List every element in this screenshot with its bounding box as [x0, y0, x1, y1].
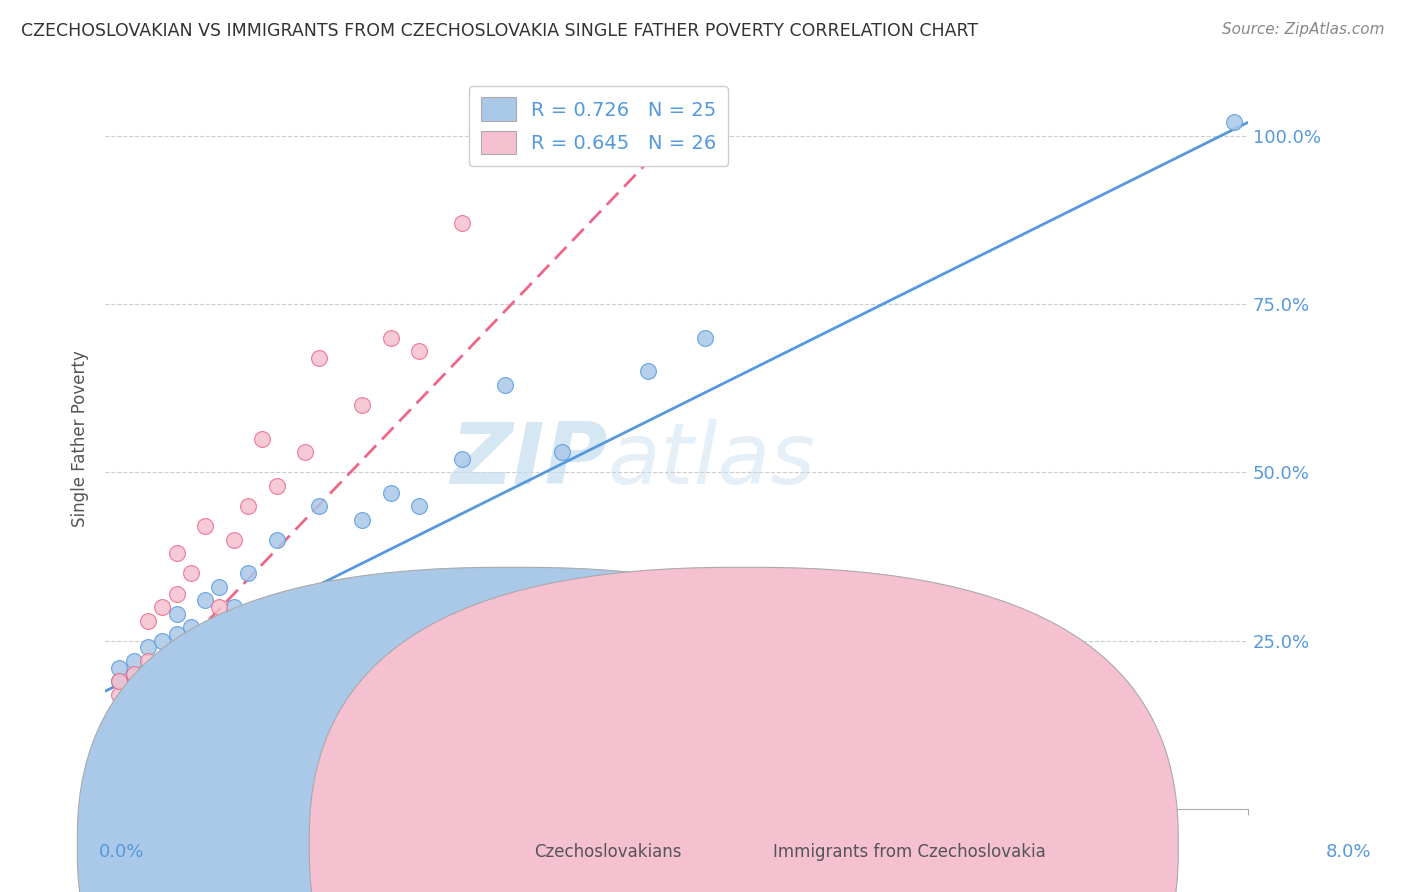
Point: [108, 674, 131, 689]
Text: 0.0%: 0.0%: [98, 843, 143, 861]
Text: Immigrants from Czechoslovakia: Immigrants from Czechoslovakia: [773, 843, 1046, 861]
Point: [222, 600, 245, 615]
Point: [122, 667, 145, 681]
Point: [150, 633, 173, 648]
Point: [108, 660, 131, 674]
Text: atlas: atlas: [607, 419, 815, 502]
Point: [266, 533, 288, 547]
Point: [252, 432, 274, 446]
Point: [108, 674, 131, 689]
Point: [122, 667, 145, 681]
Point: [122, 654, 145, 668]
Point: [136, 640, 159, 655]
Point: [408, 499, 430, 513]
Point: [222, 533, 245, 547]
Point: [637, 364, 659, 378]
Point: [236, 499, 259, 513]
Point: [194, 519, 217, 533]
Point: [108, 688, 131, 702]
Text: CZECHOSLOVAKIAN VS IMMIGRANTS FROM CZECHOSLOVAKIA SINGLE FATHER POVERTY CORRELAT: CZECHOSLOVAKIAN VS IMMIGRANTS FROM CZECH…: [21, 22, 979, 40]
Y-axis label: Single Father Poverty: Single Father Poverty: [72, 351, 89, 527]
Point: [136, 614, 159, 628]
Point: [523, 109, 546, 123]
Point: [308, 499, 330, 513]
Point: [208, 580, 231, 594]
Point: [665, 768, 688, 782]
Text: ZIP: ZIP: [450, 419, 607, 502]
Point: [565, 109, 588, 123]
Point: [236, 566, 259, 581]
Point: [166, 627, 188, 641]
Point: [180, 566, 202, 581]
Point: [308, 351, 330, 365]
Point: [451, 452, 474, 467]
Point: [494, 378, 516, 392]
Text: Czechoslovakians: Czechoslovakians: [534, 843, 682, 861]
Point: [1222, 115, 1244, 129]
Point: [150, 600, 173, 615]
Point: [266, 479, 288, 493]
Point: [180, 620, 202, 634]
Text: 8.0%: 8.0%: [1326, 843, 1371, 861]
Point: [166, 607, 188, 621]
Point: [593, 109, 616, 123]
Point: [352, 398, 374, 412]
Point: [122, 681, 145, 695]
Text: Source: ZipAtlas.com: Source: ZipAtlas.com: [1222, 22, 1385, 37]
Point: [808, 694, 831, 708]
Point: [693, 331, 716, 345]
Point: [352, 512, 374, 526]
Point: [136, 654, 159, 668]
Point: [380, 485, 402, 500]
Point: [208, 600, 231, 615]
Point: [166, 586, 188, 600]
Point: [380, 331, 402, 345]
Point: [408, 344, 430, 359]
Point: [451, 216, 474, 230]
Legend: R = 0.726   N = 25, R = 0.645   N = 26: R = 0.726 N = 25, R = 0.645 N = 26: [470, 86, 728, 166]
Point: [194, 593, 217, 607]
Point: [551, 445, 574, 459]
Point: [166, 546, 188, 560]
Point: [294, 445, 316, 459]
